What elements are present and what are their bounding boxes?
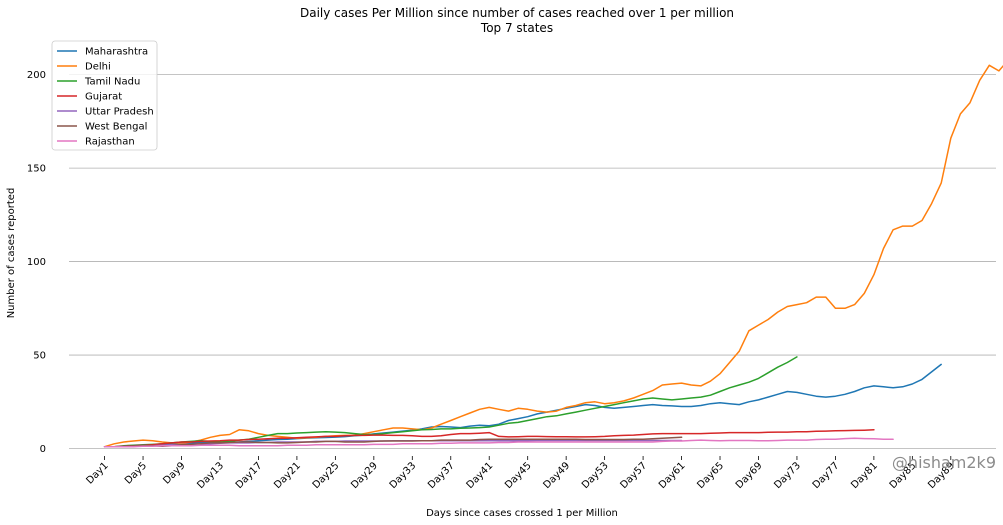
legend-box [51, 40, 158, 151]
x-tick-label: Day25 [311, 460, 342, 491]
series-line-rajasthan [103, 437, 894, 448]
watermark: @hisham2k9 [892, 453, 996, 472]
x-axis: Day1 Day5 Day9 Day13 Day17 Day21 Day25 Day29 Day… [84, 456, 957, 491]
y-tick-label: 100 [27, 257, 46, 268]
x-tick-label: Day49 [542, 460, 573, 491]
x-tick-label: Day17 [234, 460, 265, 491]
y-axis: 0 50 100 150 200 [27, 70, 46, 455]
legend: Maharashtra Delhi Tamil Nadu Gujarat Uttar P… [51, 40, 158, 151]
x-tick-label: Day57 [618, 460, 649, 491]
x-tick-label: Day9 [161, 460, 187, 486]
x-tick-label: Day45 [503, 460, 534, 491]
y-tick-label: 150 [27, 164, 46, 175]
legend-label: Delhi [85, 62, 111, 73]
x-tick-label: Day77 [811, 460, 842, 491]
x-tick-label: Day69 [734, 460, 765, 491]
x-axis-label: Days since cases crossed 1 per Million [426, 508, 618, 519]
chart-subtitle: Top 7 states [480, 21, 553, 35]
x-tick-label: Day5 [123, 460, 149, 486]
legend-label: West Bengal [85, 122, 147, 133]
series-line-tamil-nadu [103, 356, 798, 448]
plot-area [103, 64, 1003, 448]
x-tick-label: Day1 [84, 460, 110, 486]
legend-label: Uttar Pradesh [85, 107, 154, 118]
gridlines [69, 74, 996, 449]
x-tick-label: Day29 [349, 460, 380, 491]
series-line-delhi [103, 64, 1003, 448]
x-tick-label: Day65 [695, 460, 726, 491]
legend-label: Tamil Nadu [84, 77, 140, 88]
x-tick-label: Day33 [388, 460, 419, 491]
x-tick-label: Day21 [272, 460, 303, 491]
x-tick-label: Day41 [465, 460, 496, 491]
series-line-gujarat [103, 429, 875, 448]
x-tick-label: Day13 [195, 460, 226, 491]
y-tick-label: 200 [27, 70, 46, 81]
series-line-west-bengal [103, 436, 683, 448]
y-tick-label: 50 [33, 351, 46, 362]
x-tick-label: Day73 [772, 460, 803, 491]
x-tick-label: Day37 [426, 460, 457, 491]
legend-label: Rajasthan [85, 137, 135, 148]
y-axis-label: Number of cases reported [6, 188, 17, 319]
x-tick-label: Day61 [657, 460, 688, 491]
legend-label: Gujarat [85, 92, 122, 103]
y-tick-label: 0 [40, 444, 46, 455]
chart-title: Daily cases Per Million since number of … [300, 6, 734, 20]
x-tick-label: Day53 [580, 460, 611, 491]
x-tick-label: Day81 [849, 460, 880, 491]
legend-label: Maharashtra [85, 47, 148, 58]
